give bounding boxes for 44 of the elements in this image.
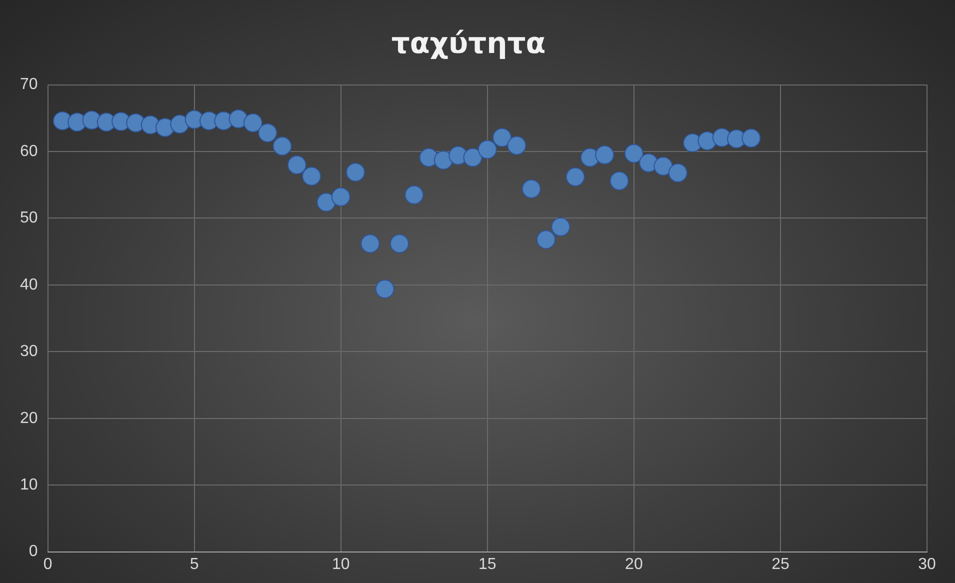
point bbox=[668, 163, 688, 182]
y-tick-label: 60 bbox=[20, 142, 38, 160]
y-tick-label: 0 bbox=[28, 543, 38, 560]
point bbox=[610, 171, 629, 190]
point bbox=[331, 187, 350, 206]
point bbox=[287, 155, 306, 174]
y-tick-label: 50 bbox=[20, 210, 38, 227]
x-tick-label: 25 bbox=[772, 556, 790, 573]
x-tick-label: 10 bbox=[332, 556, 350, 573]
point bbox=[316, 192, 336, 212]
point bbox=[302, 166, 322, 186]
point bbox=[654, 156, 673, 176]
point bbox=[492, 128, 512, 148]
point bbox=[742, 128, 761, 148]
point bbox=[507, 136, 526, 156]
x-tick-label: 5 bbox=[190, 556, 199, 573]
y-tick-label: 10 bbox=[20, 476, 38, 494]
y-tick-label: 40 bbox=[20, 276, 38, 294]
point bbox=[170, 114, 190, 134]
point bbox=[258, 123, 278, 142]
point bbox=[522, 179, 541, 198]
point bbox=[360, 234, 380, 254]
x-tick-label: 20 bbox=[625, 556, 643, 573]
point bbox=[463, 148, 482, 168]
point bbox=[243, 113, 262, 132]
y-tick-label: 30 bbox=[20, 343, 38, 360]
point bbox=[551, 217, 570, 236]
point bbox=[346, 162, 366, 182]
point bbox=[536, 230, 556, 250]
point bbox=[595, 145, 614, 164]
point bbox=[478, 140, 497, 160]
point bbox=[404, 185, 424, 204]
point bbox=[272, 136, 292, 156]
point bbox=[375, 279, 394, 298]
point bbox=[434, 150, 453, 170]
y-tick-label: 20 bbox=[20, 410, 38, 427]
x-tick-label: 30 bbox=[918, 556, 936, 573]
x-tick-label: 0 bbox=[43, 556, 52, 573]
x-tick-label: 15 bbox=[478, 556, 496, 573]
y-tick-label: 70 bbox=[20, 76, 38, 94]
point bbox=[390, 234, 409, 254]
point bbox=[566, 167, 585, 186]
chart-title: ταχύτητα bbox=[391, 26, 546, 60]
point bbox=[624, 144, 644, 164]
